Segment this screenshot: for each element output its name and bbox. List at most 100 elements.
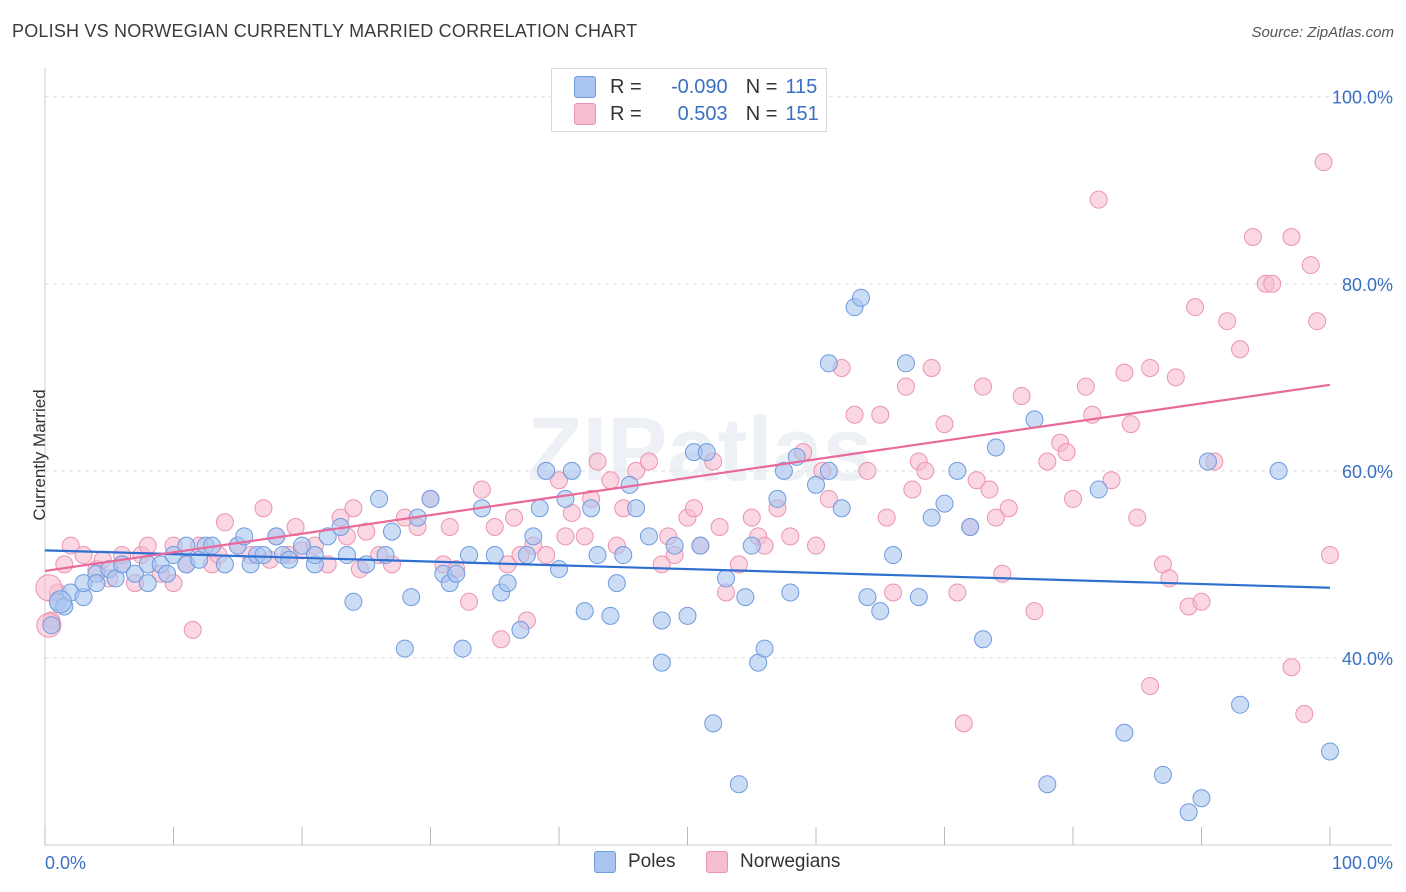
norwegians-point	[1192, 592, 1211, 611]
poles-point	[1038, 775, 1057, 794]
norwegians-point	[1243, 228, 1262, 247]
source-label: Source: ZipAtlas.com	[1251, 24, 1394, 41]
x-tick-label: 0.0%	[45, 853, 86, 873]
norwegians-point	[357, 522, 376, 541]
poles-point	[729, 775, 748, 794]
norwegians-point	[967, 471, 986, 490]
poles-point	[517, 546, 536, 565]
tick-labels: 40.0% 60.0% 80.0% 100.0% 0.0% 100.0%	[45, 88, 1393, 873]
poles-point	[318, 527, 337, 546]
poles-point	[498, 574, 517, 593]
norwegians-point	[485, 517, 504, 536]
norwegians-point	[954, 714, 973, 733]
norwegians-point	[871, 405, 890, 424]
poles-point	[280, 550, 299, 569]
norwegians-point	[781, 527, 800, 546]
norwegians-point	[986, 508, 1005, 527]
poles-point	[691, 536, 710, 555]
norwegians-point	[1218, 312, 1237, 331]
legend-r-label: R =	[610, 102, 642, 125]
norwegians-swatch	[574, 103, 596, 125]
norwegians-point	[993, 564, 1012, 583]
poles-point	[460, 546, 479, 565]
norwegians-point	[980, 480, 999, 499]
norwegians-point	[556, 527, 575, 546]
poles-point	[755, 639, 774, 658]
poles-point	[1089, 480, 1108, 499]
norwegians-point	[1057, 443, 1076, 462]
legend-n-label: N =	[745, 102, 778, 125]
norwegians-point	[440, 517, 459, 536]
poles-point	[158, 564, 177, 583]
poles-point	[305, 546, 324, 565]
norwegians-point	[1128, 508, 1147, 527]
poles-point	[530, 499, 549, 518]
poles-point	[768, 489, 787, 508]
poles-point	[537, 461, 556, 480]
poles-point	[652, 653, 671, 672]
poles-point	[42, 616, 61, 635]
legend-item-poles[interactable]: Poles	[594, 851, 676, 873]
norwegians-point	[344, 499, 363, 518]
trend-lines	[44, 383, 1331, 589]
poles-point	[909, 588, 928, 607]
norwegians-point	[472, 480, 491, 499]
poles-point	[832, 499, 851, 518]
poles-point	[896, 354, 915, 373]
norwegians-point	[1102, 471, 1121, 490]
norwegians-point	[896, 377, 915, 396]
poles-point	[1269, 461, 1288, 480]
legend-n-value: 115	[785, 75, 818, 98]
poles-point	[935, 494, 954, 513]
poles-point	[254, 546, 273, 565]
norwegians-point	[845, 405, 864, 424]
poles-point	[138, 574, 157, 593]
poles-point	[1179, 803, 1198, 822]
poles-point	[717, 569, 736, 588]
poles-point	[922, 508, 941, 527]
poles-point	[370, 489, 389, 508]
norwegians-point	[1263, 274, 1282, 293]
poles-point	[125, 564, 144, 583]
poles-point	[678, 606, 697, 625]
axes	[44, 68, 1392, 846]
poles-point	[550, 560, 568, 579]
poles-point	[774, 461, 793, 480]
norwegians-point	[1301, 256, 1320, 275]
poles-point	[87, 574, 106, 593]
norwegians-point	[999, 499, 1018, 518]
norwegians-point	[1282, 658, 1301, 677]
norwegians-point	[710, 517, 729, 536]
poles-point	[819, 461, 838, 480]
norwegians-point	[1115, 363, 1134, 382]
y-tick-label: 100.0%	[1332, 88, 1393, 108]
norwegians-point	[1314, 153, 1333, 172]
norwegians-point	[916, 461, 935, 480]
norwegians-point	[807, 536, 825, 555]
poles-point	[575, 602, 594, 621]
poles-point	[402, 588, 421, 607]
y-tick-label: 80.0%	[1342, 275, 1393, 295]
poles-point	[421, 489, 440, 508]
poles-point	[485, 546, 504, 565]
poles-point	[742, 536, 761, 555]
legend-r-value: -0.090	[670, 75, 728, 98]
poles-point	[1115, 723, 1134, 742]
poles-point	[851, 288, 870, 307]
poles-point	[807, 475, 825, 494]
chart-title: POLISH VS NORWEGIAN CURRENTLY MARRIED CO…	[12, 21, 638, 41]
legend-n-label: N =	[745, 75, 778, 98]
poles-label: Poles	[628, 851, 676, 872]
norwegians-point	[1038, 452, 1057, 471]
norwegians-point	[183, 620, 202, 639]
norwegians-point	[877, 508, 896, 527]
poles-point	[974, 630, 993, 649]
poles-point	[524, 527, 543, 546]
legend-item-norwegians[interactable]: Norwegians	[706, 851, 840, 873]
y-tick-label: 40.0%	[1342, 649, 1393, 669]
poles-points	[42, 288, 1339, 822]
norwegians-point	[639, 452, 658, 471]
poles-trend-line	[44, 549, 1331, 589]
correlation-legend: R = -0.090 N = 115 R = 0.503 N = 151	[551, 68, 827, 132]
